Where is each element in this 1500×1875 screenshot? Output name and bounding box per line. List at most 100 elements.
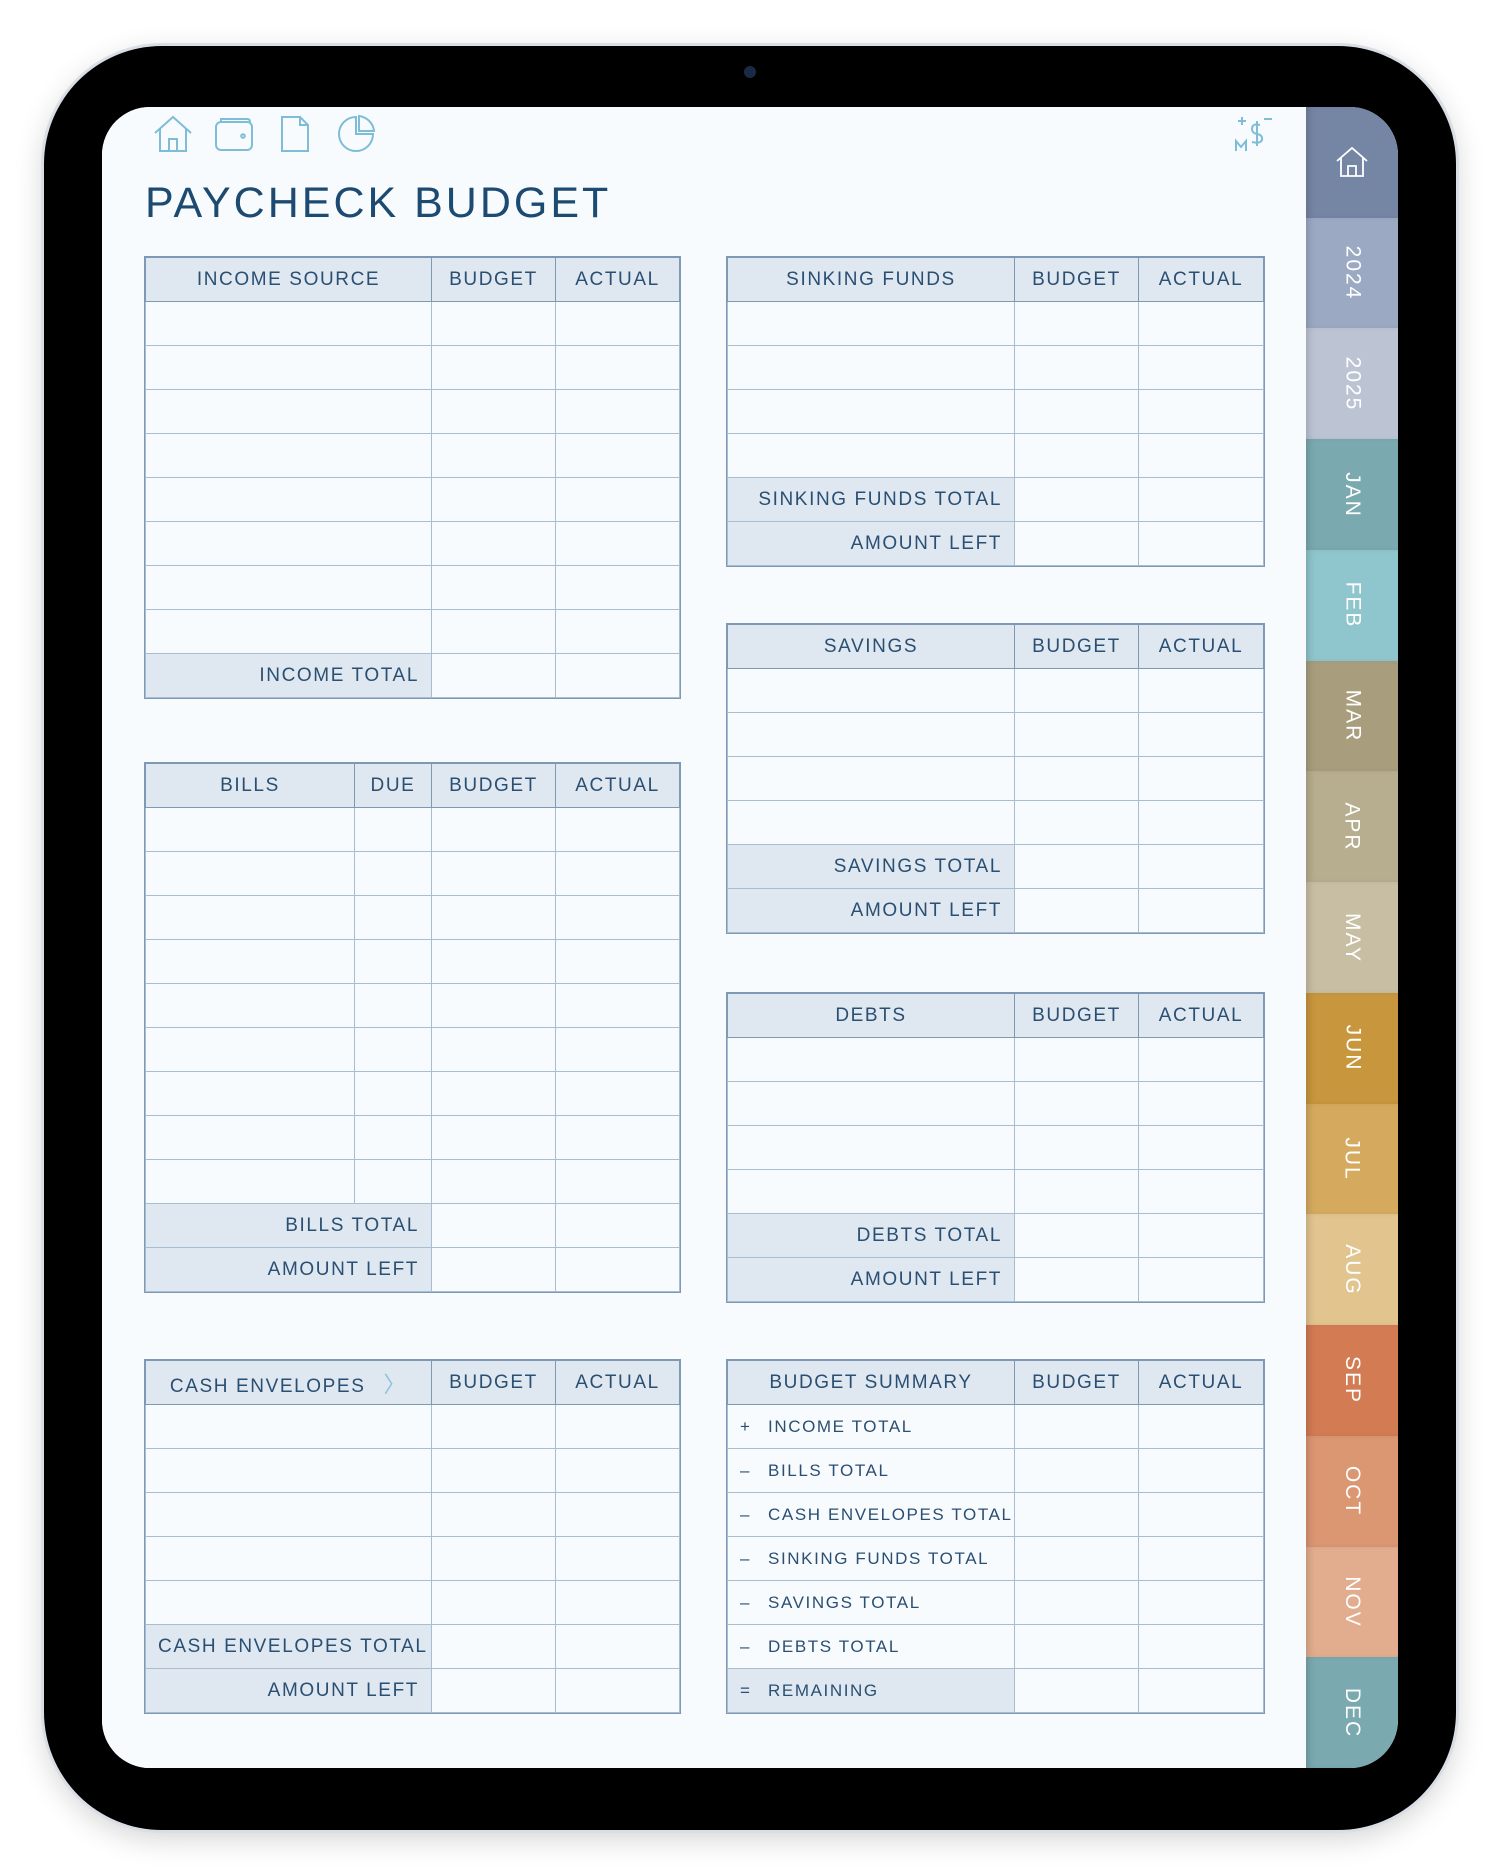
actual-cell[interactable]	[1138, 1668, 1264, 1713]
entry-cell[interactable]	[431, 1448, 556, 1493]
entry-cell[interactable]	[727, 1169, 1015, 1214]
budget-cell[interactable]	[1014, 521, 1139, 566]
entry-cell[interactable]	[1138, 756, 1264, 801]
entry-cell[interactable]	[1138, 345, 1264, 390]
entry-cell[interactable]	[555, 433, 680, 478]
budget-cell[interactable]	[1014, 1448, 1139, 1493]
entry-cell[interactable]	[727, 668, 1015, 713]
tab-home[interactable]	[1306, 107, 1398, 218]
tab-2024[interactable]: 2024	[1306, 217, 1398, 329]
actual-cell[interactable]	[1138, 844, 1264, 889]
entry-cell[interactable]	[145, 1492, 432, 1537]
entry-cell[interactable]	[727, 389, 1015, 434]
actual-cell[interactable]	[1138, 1580, 1264, 1625]
entry-cell[interactable]	[145, 1536, 432, 1581]
entry-cell[interactable]	[431, 1071, 556, 1116]
actual-cell[interactable]	[1138, 521, 1264, 566]
budget-cell[interactable]	[1014, 1404, 1139, 1449]
actual-cell[interactable]	[1138, 1492, 1264, 1537]
entry-cell[interactable]	[354, 1027, 432, 1072]
entry-cell[interactable]	[1014, 756, 1139, 801]
entry-cell[interactable]	[555, 1536, 680, 1581]
tab-nov[interactable]: NOV	[1306, 1546, 1398, 1658]
budget-cell[interactable]	[1014, 888, 1139, 933]
entry-cell[interactable]	[1014, 800, 1139, 845]
entry-cell[interactable]	[555, 983, 680, 1028]
entry-cell[interactable]	[431, 521, 556, 566]
budget-cell[interactable]	[1014, 844, 1139, 889]
entry-cell[interactable]	[145, 1071, 355, 1116]
entry-cell[interactable]	[555, 1404, 680, 1449]
budget-cell[interactable]	[1014, 1257, 1139, 1302]
entry-cell[interactable]	[1138, 1037, 1264, 1082]
budget-cell[interactable]	[1014, 477, 1139, 522]
entry-cell[interactable]	[727, 1081, 1015, 1126]
entry-cell[interactable]	[727, 301, 1015, 346]
entry-cell[interactable]	[1138, 1081, 1264, 1126]
budget-cell[interactable]	[431, 1624, 556, 1669]
entry-cell[interactable]	[1138, 1125, 1264, 1170]
entry-cell[interactable]	[1138, 800, 1264, 845]
entry-cell[interactable]	[145, 1159, 355, 1204]
entry-cell[interactable]	[145, 345, 432, 390]
entry-cell[interactable]	[1014, 301, 1139, 346]
entry-cell[interactable]	[1014, 1125, 1139, 1170]
budget-cell[interactable]	[431, 653, 556, 698]
entry-cell[interactable]	[727, 756, 1015, 801]
entry-cell[interactable]	[354, 1071, 432, 1116]
entry-cell[interactable]	[354, 1115, 432, 1160]
entry-cell[interactable]	[431, 939, 556, 984]
entry-cell[interactable]	[1014, 433, 1139, 478]
money-logo-icon[interactable]	[1232, 113, 1278, 159]
home-icon[interactable]	[152, 113, 194, 155]
entry-cell[interactable]	[1138, 712, 1264, 757]
entry-cell[interactable]	[555, 609, 680, 654]
entry-cell[interactable]	[354, 1159, 432, 1204]
budget-cell[interactable]	[1014, 1213, 1139, 1258]
entry-cell[interactable]	[555, 521, 680, 566]
entry-cell[interactable]	[145, 851, 355, 896]
tab-jun[interactable]: JUN	[1306, 992, 1398, 1104]
entry-cell[interactable]	[1014, 345, 1139, 390]
entry-cell[interactable]	[555, 807, 680, 852]
entry-cell[interactable]	[145, 609, 432, 654]
entry-cell[interactable]	[431, 851, 556, 896]
entry-cell[interactable]	[727, 1125, 1015, 1170]
entry-cell[interactable]	[145, 1027, 355, 1072]
entry-cell[interactable]	[1138, 1169, 1264, 1214]
entry-cell[interactable]	[555, 895, 680, 940]
entry-cell[interactable]	[727, 345, 1015, 390]
entry-cell[interactable]	[431, 1115, 556, 1160]
entry-cell[interactable]	[431, 1536, 556, 1581]
entry-cell[interactable]	[1138, 389, 1264, 434]
entry-cell[interactable]	[145, 807, 355, 852]
entry-cell[interactable]	[354, 807, 432, 852]
entry-cell[interactable]	[145, 983, 355, 1028]
entry-cell[interactable]	[145, 1580, 432, 1625]
tab-sep[interactable]: SEP	[1306, 1325, 1398, 1436]
tab-dec[interactable]: DEC	[1306, 1657, 1398, 1768]
budget-cell[interactable]	[431, 1668, 556, 1713]
entry-cell[interactable]	[431, 1404, 556, 1449]
entry-cell[interactable]	[354, 939, 432, 984]
entry-cell[interactable]	[431, 301, 556, 346]
entry-cell[interactable]	[431, 389, 556, 434]
tab-jul[interactable]: JUL	[1306, 1103, 1398, 1215]
entry-cell[interactable]	[145, 477, 432, 522]
entry-cell[interactable]	[727, 800, 1015, 845]
entry-cell[interactable]	[145, 521, 432, 566]
entry-cell[interactable]	[555, 1071, 680, 1116]
actual-cell[interactable]	[1138, 1448, 1264, 1493]
entry-cell[interactable]	[431, 345, 556, 390]
document-icon[interactable]	[274, 113, 316, 155]
entry-cell[interactable]	[431, 1027, 556, 1072]
entry-cell[interactable]	[555, 1115, 680, 1160]
actual-cell[interactable]	[1138, 477, 1264, 522]
entry-cell[interactable]	[431, 1492, 556, 1537]
tab-aug[interactable]: AUG	[1306, 1214, 1398, 1326]
actual-cell[interactable]	[555, 1668, 680, 1713]
tab-jan[interactable]: JAN	[1306, 439, 1398, 550]
entry-cell[interactable]	[145, 939, 355, 984]
entry-cell[interactable]	[1014, 1169, 1139, 1214]
entry-cell[interactable]	[431, 983, 556, 1028]
